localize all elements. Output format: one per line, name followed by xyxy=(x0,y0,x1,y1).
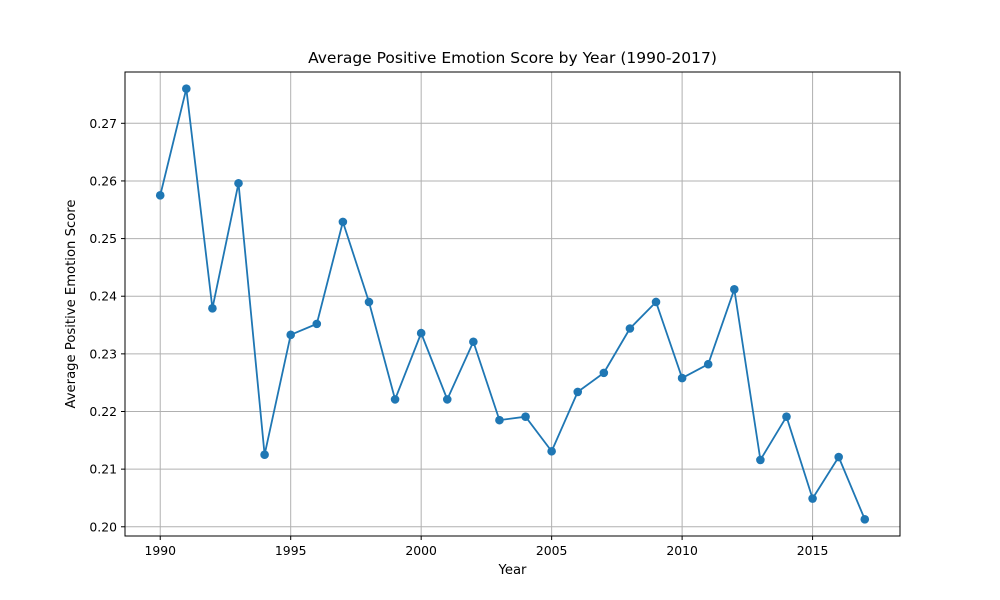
data-point xyxy=(155,191,165,200)
plot-frame xyxy=(124,71,901,537)
y-tick-label: 0.27 xyxy=(89,116,117,131)
x-axis-label: Year xyxy=(498,563,527,578)
data-point xyxy=(521,412,530,421)
y-tick-label: 0.24 xyxy=(89,289,117,304)
data-point xyxy=(625,324,635,333)
data-point xyxy=(286,330,295,340)
data-point xyxy=(338,217,348,227)
y-tick-label: 0.22 xyxy=(89,404,117,419)
x-tick-label: 2015 xyxy=(797,543,829,558)
data-point xyxy=(547,446,556,456)
data-point xyxy=(651,297,661,307)
x-tick-label: 2005 xyxy=(536,543,568,558)
data-point xyxy=(677,373,687,383)
series-layer xyxy=(155,84,870,524)
data-point xyxy=(808,494,817,503)
data-point xyxy=(782,412,791,421)
data-point xyxy=(469,337,478,347)
x-tick-label: 1990 xyxy=(144,543,176,558)
grid xyxy=(125,72,900,536)
y-axis-label: Average Positive Emotion Score xyxy=(64,199,79,408)
ticks: 1990 1995 2000 2005 2010 2015 0.20 0.21 0.22 0.23… xyxy=(89,116,828,558)
data-point xyxy=(573,387,583,397)
data-point xyxy=(234,178,243,188)
data-point xyxy=(730,285,739,294)
data-point xyxy=(442,395,452,404)
chart-title: Average Positive Emotion Score by Year (… xyxy=(308,49,717,67)
data-point xyxy=(495,415,504,425)
data-point xyxy=(416,328,426,338)
data-point xyxy=(208,304,217,313)
data-point xyxy=(260,450,269,460)
x-tick-label: 2010 xyxy=(666,543,698,558)
x-tick-label: 2000 xyxy=(405,543,437,558)
y-tick-label: 0.20 xyxy=(89,519,117,534)
y-tick-label: 0.26 xyxy=(89,173,117,188)
y-tick-label: 0.23 xyxy=(89,346,117,361)
data-point xyxy=(834,452,843,462)
series-line xyxy=(159,87,866,520)
data-point xyxy=(703,359,713,369)
data-point xyxy=(312,319,322,329)
x-tick-label: 1995 xyxy=(275,543,307,558)
data-point xyxy=(364,297,374,307)
data-point xyxy=(756,455,765,465)
data-point xyxy=(599,368,609,378)
y-tick-label: 0.21 xyxy=(89,462,117,477)
data-point xyxy=(390,395,400,404)
data-point xyxy=(182,84,191,94)
data-point xyxy=(860,514,870,524)
y-tick-label: 0.25 xyxy=(89,231,117,246)
